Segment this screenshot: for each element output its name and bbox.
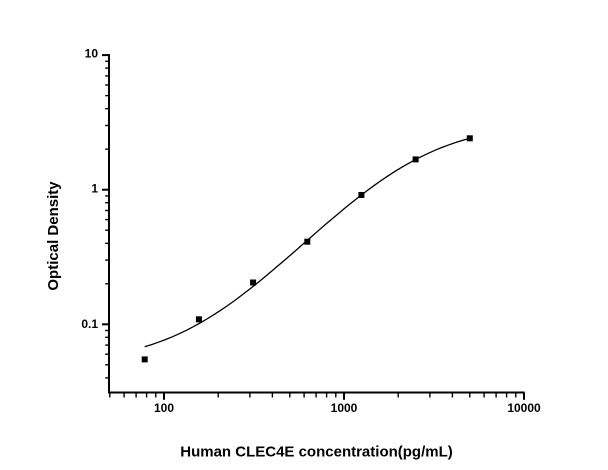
svg-text:10: 10 [85, 47, 99, 61]
svg-text:1000: 1000 [331, 401, 358, 415]
svg-text:10000: 10000 [507, 401, 541, 415]
svg-text:Optical Density: Optical Density [45, 181, 62, 291]
svg-text:100: 100 [154, 401, 174, 415]
svg-text:Human CLEC4E concentration(pg/: Human CLEC4E concentration(pg/mL) [180, 444, 453, 461]
svg-text:1: 1 [91, 182, 98, 196]
svg-text:0.1: 0.1 [81, 317, 98, 331]
